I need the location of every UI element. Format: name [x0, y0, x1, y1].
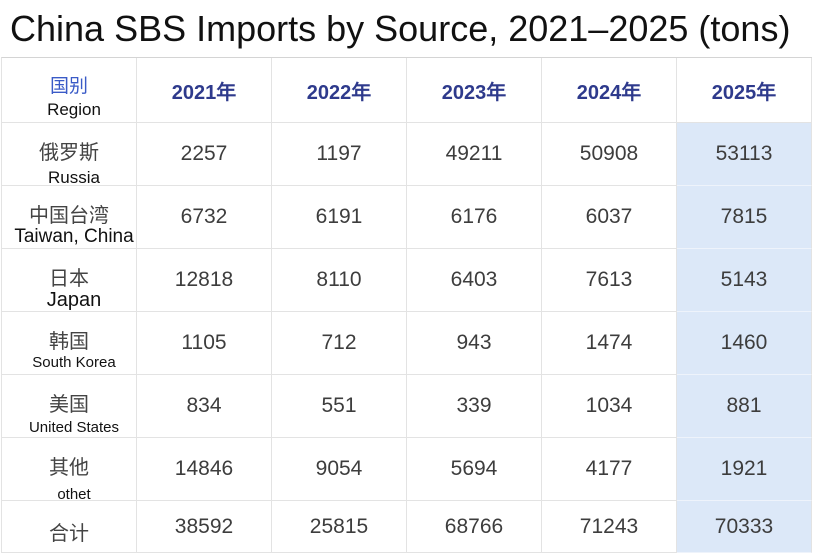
value-cell: 7815 — [677, 186, 812, 249]
value-cell: 25815 — [272, 501, 407, 553]
value-cell: 2257 — [137, 123, 272, 186]
value-cell: 9054 — [272, 438, 407, 501]
value-cell: 943 — [407, 312, 542, 375]
region-name-zh: 美国 — [49, 394, 89, 416]
value-cell: 1034 — [542, 375, 677, 438]
value-cell: 7613 — [542, 249, 677, 312]
value-cell: 49211 — [407, 123, 542, 186]
region-cell: 中国台湾 Taiwan, China — [2, 186, 137, 249]
year-header: 2024年 — [542, 58, 677, 123]
region-header-zh: 国别 — [49, 76, 88, 97]
region-cell: 日本 Japan — [2, 249, 137, 312]
value-cell: 6403 — [407, 249, 542, 312]
value-cell: 53113 — [677, 123, 812, 186]
region-name-en: Taiwan, China — [14, 226, 134, 247]
region-name-zh: 俄罗斯 — [39, 142, 99, 164]
region-name-zh: 合计 — [49, 523, 89, 545]
year-header: 2022年 — [272, 58, 407, 123]
value-cell: 1105 — [137, 312, 272, 375]
year-header: 2025年 — [677, 58, 812, 123]
header-region-cell: 国别 Region — [2, 58, 137, 123]
value-cell: 1474 — [542, 312, 677, 375]
region-name-en: Japan — [46, 289, 102, 311]
value-cell: 339 — [407, 375, 542, 438]
value-cell: 70333 — [677, 501, 812, 553]
value-cell: 1460 — [677, 312, 812, 375]
value-cell: 6732 — [137, 186, 272, 249]
value-cell: 6191 — [272, 186, 407, 249]
region-name-zh: 中国台湾 — [29, 205, 109, 227]
region-cell: 合计 — [2, 501, 137, 553]
region-name-zh: 韩国 — [49, 331, 89, 353]
value-cell: 5694 — [407, 438, 542, 501]
value-cell: 551 — [272, 375, 407, 438]
region-name-en: United States — [28, 419, 120, 436]
value-cell: 38592 — [137, 501, 272, 553]
region-cell: 韩国 South Korea — [2, 312, 137, 375]
value-cell: 71243 — [542, 501, 677, 553]
region-name-zh: 其他 — [49, 457, 89, 479]
region-name-en: South Korea — [32, 354, 116, 371]
year-header: 2021年 — [137, 58, 272, 123]
value-cell: 14846 — [137, 438, 272, 501]
region-cell: 其他 othet — [2, 438, 137, 503]
value-cell: 8110 — [272, 249, 407, 312]
region-name-zh: 日本 — [49, 268, 89, 290]
region-cell: 美国 United States — [2, 375, 137, 438]
value-cell: 12818 — [137, 249, 272, 312]
value-cell: 50908 — [542, 123, 677, 186]
region-header-en: Region — [47, 100, 101, 119]
region-cell: 俄罗斯 Russia — [2, 123, 137, 187]
value-cell: 881 — [677, 375, 812, 438]
value-cell: 6176 — [407, 186, 542, 249]
value-cell: 6037 — [542, 186, 677, 249]
chart-title: China SBS Imports by Source, 2021–2025 (… — [10, 8, 791, 49]
value-cell: 68766 — [407, 501, 542, 553]
year-header: 2023年 — [407, 58, 542, 123]
value-cell: 1197 — [272, 123, 407, 186]
value-cell: 712 — [272, 312, 407, 375]
region-name-en: Russia — [48, 168, 100, 187]
region-name-en: othet — [57, 486, 91, 503]
value-cell: 834 — [137, 375, 272, 438]
data-table: 国别 Region 2021年 2022年 2023年 2024年 2025年俄罗斯 Russ… — [1, 57, 812, 553]
value-cell: 5143 — [677, 249, 812, 312]
value-cell: 1921 — [677, 438, 812, 501]
value-cell: 4177 — [542, 438, 677, 501]
